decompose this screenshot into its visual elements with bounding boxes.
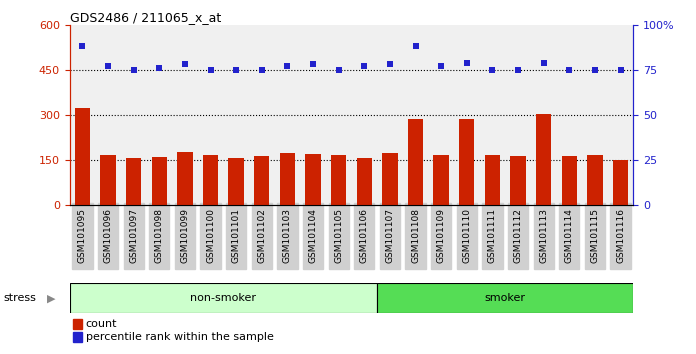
Point: [256, 67, 267, 73]
Bar: [356, 158, 372, 205]
Point: [461, 60, 473, 65]
Bar: [408, 119, 423, 205]
Point: [308, 62, 319, 67]
Bar: [203, 155, 219, 205]
Text: non-smoker: non-smoker: [190, 293, 256, 303]
Bar: [613, 160, 628, 205]
Bar: [434, 155, 449, 205]
Point: [358, 63, 370, 69]
Bar: [280, 153, 295, 205]
Bar: [382, 153, 397, 205]
Bar: [228, 158, 244, 205]
Bar: [254, 156, 269, 205]
Text: ▶: ▶: [47, 293, 56, 303]
Bar: [536, 114, 551, 205]
Text: stress: stress: [3, 293, 36, 303]
Bar: [152, 156, 167, 205]
Text: smoker: smoker: [484, 293, 525, 303]
Bar: [377, 283, 633, 313]
Bar: [459, 119, 475, 205]
Point: [384, 62, 395, 67]
Text: count: count: [86, 319, 117, 329]
Bar: [331, 155, 347, 205]
Point: [538, 60, 549, 65]
Point: [128, 67, 139, 73]
Bar: [510, 156, 525, 205]
Bar: [70, 283, 377, 313]
Point: [77, 44, 88, 49]
Bar: [484, 155, 500, 205]
Text: percentile rank within the sample: percentile rank within the sample: [86, 332, 274, 342]
Point: [410, 44, 421, 49]
Point: [590, 67, 601, 73]
Point: [102, 63, 113, 69]
Bar: [100, 155, 116, 205]
Point: [180, 62, 191, 67]
Point: [564, 67, 575, 73]
Bar: [126, 158, 141, 205]
Bar: [306, 154, 321, 205]
Point: [333, 67, 345, 73]
Point: [230, 67, 242, 73]
Point: [512, 67, 523, 73]
Point: [487, 67, 498, 73]
Point: [615, 67, 626, 73]
Bar: [177, 152, 193, 205]
Point: [282, 63, 293, 69]
Text: GDS2486 / 211065_x_at: GDS2486 / 211065_x_at: [70, 11, 221, 24]
Bar: [74, 108, 90, 205]
Point: [436, 63, 447, 69]
Point: [205, 67, 216, 73]
Bar: [587, 155, 603, 205]
Bar: [562, 156, 577, 205]
Point: [154, 65, 165, 71]
